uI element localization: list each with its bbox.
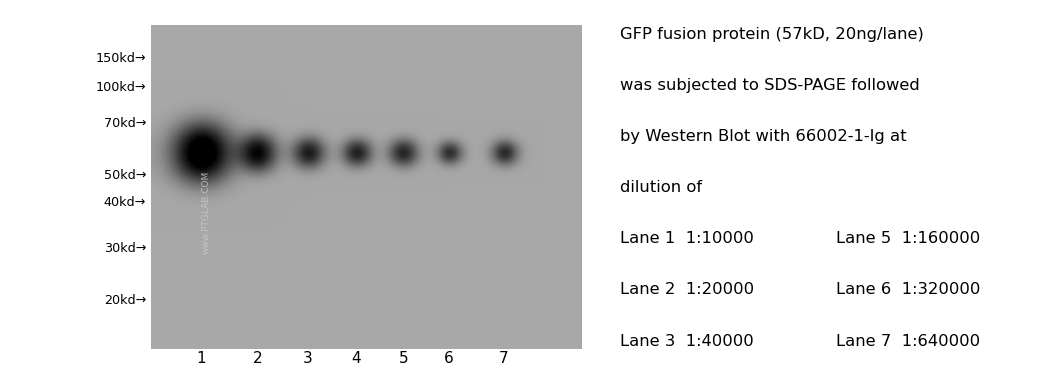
Text: GFP fusion protein (57kD, 20ng/lane): GFP fusion protein (57kD, 20ng/lane)	[620, 27, 924, 42]
Text: Lane 2  1:20000: Lane 2 1:20000	[620, 282, 755, 298]
Text: 5: 5	[399, 351, 408, 366]
Text: 20kd→: 20kd→	[104, 294, 146, 307]
Text: Lane 3  1:40000: Lane 3 1:40000	[620, 334, 754, 349]
Text: by Western Blot with 66002-1-Ig at: by Western Blot with 66002-1-Ig at	[620, 129, 907, 144]
Text: Lane 5  1:160000: Lane 5 1:160000	[836, 231, 980, 246]
Text: 2: 2	[252, 351, 263, 366]
Text: 1: 1	[196, 351, 207, 366]
Text: Lane 1  1:10000: Lane 1 1:10000	[620, 231, 754, 246]
Text: Lane 6  1:320000: Lane 6 1:320000	[836, 282, 980, 298]
Text: 150kd→: 150kd→	[95, 52, 146, 65]
Text: Lane 7  1:640000: Lane 7 1:640000	[836, 334, 980, 349]
Text: www.PTGLAB.COM: www.PTGLAB.COM	[202, 171, 211, 254]
Text: 4: 4	[352, 351, 361, 366]
Text: 7: 7	[499, 351, 509, 366]
Text: 50kd→: 50kd→	[104, 169, 146, 182]
Text: was subjected to SDS-PAGE followed: was subjected to SDS-PAGE followed	[620, 78, 920, 93]
Text: 6: 6	[444, 351, 454, 366]
Text: dilution of: dilution of	[620, 180, 703, 195]
Text: 3: 3	[303, 351, 312, 366]
Text: 70kd→: 70kd→	[104, 117, 146, 130]
Text: 100kd→: 100kd→	[95, 81, 146, 94]
Text: 30kd→: 30kd→	[104, 242, 146, 255]
Text: 40kd→: 40kd→	[104, 196, 146, 209]
